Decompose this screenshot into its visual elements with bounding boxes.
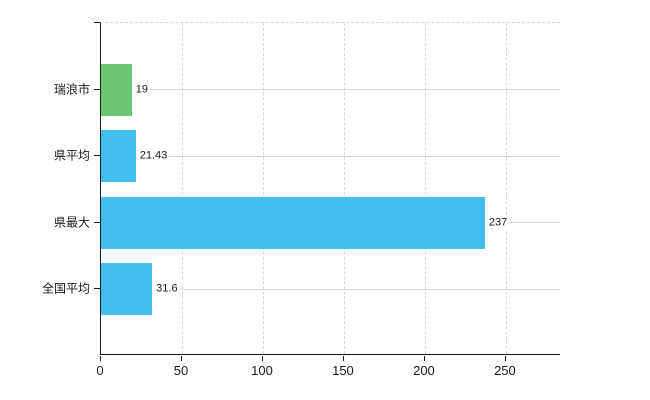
value-label: 31.6: [152, 281, 180, 297]
vertical-gridline: [343, 23, 345, 354]
x-axis-tick: [261, 356, 263, 361]
plot-area: 19 21.43 237 31.6: [100, 22, 560, 355]
bar-県最大: [101, 196, 485, 249]
value-label: 21.43: [135, 148, 170, 164]
x-axis-tick-label: 50: [173, 363, 189, 378]
vertical-gridline: [505, 23, 507, 354]
bar-県平均: [101, 130, 136, 183]
x-axis-tick: [504, 356, 506, 361]
value-label: 237: [484, 215, 510, 231]
x-axis-tick-label: 150: [332, 363, 354, 378]
category-tick: [94, 288, 100, 290]
category-label: 県平均: [53, 148, 90, 163]
category-tick: [94, 155, 100, 157]
vertical-gridline: [262, 23, 264, 354]
x-axis-tick: [423, 356, 425, 361]
category-tick: [94, 221, 100, 223]
category-label: 瑞浪市: [53, 82, 90, 97]
horizontal-gridline: [101, 155, 560, 157]
x-axis-tick-label: 100: [251, 363, 273, 378]
bar-全国平均: [101, 263, 153, 316]
x-axis-tick-label: 200: [413, 363, 435, 378]
vertical-gridline: [181, 23, 183, 354]
category-label: 県最大: [53, 215, 90, 230]
x-axis-tick: [180, 356, 182, 361]
x-axis-tick-label: 0: [96, 363, 104, 378]
horizontal-gridline: [101, 89, 560, 91]
category-tick: [94, 88, 100, 90]
category-label: 全国平均: [41, 281, 90, 296]
x-axis-tick-label: 250: [494, 363, 516, 378]
vertical-gridline: [424, 23, 426, 354]
x-axis-tick: [100, 356, 101, 361]
x-axis-tick: [342, 356, 344, 361]
bar-瑞浪市: [101, 63, 132, 116]
value-label: 19: [131, 82, 151, 98]
y-axis-top-tick: [94, 22, 100, 23]
horizontal-gridline: [101, 288, 560, 290]
